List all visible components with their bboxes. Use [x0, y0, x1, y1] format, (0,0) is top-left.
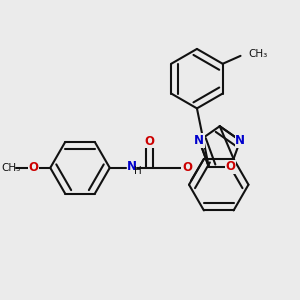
Text: N: N [127, 160, 136, 173]
Text: O: O [144, 135, 154, 148]
Text: O: O [28, 161, 38, 174]
Text: N: N [235, 134, 245, 147]
Text: CH₃: CH₃ [1, 163, 20, 173]
Text: H: H [134, 166, 141, 176]
Text: CH₃: CH₃ [248, 49, 268, 59]
Text: N: N [194, 134, 204, 147]
Text: O: O [182, 161, 192, 174]
Text: O: O [226, 160, 236, 173]
